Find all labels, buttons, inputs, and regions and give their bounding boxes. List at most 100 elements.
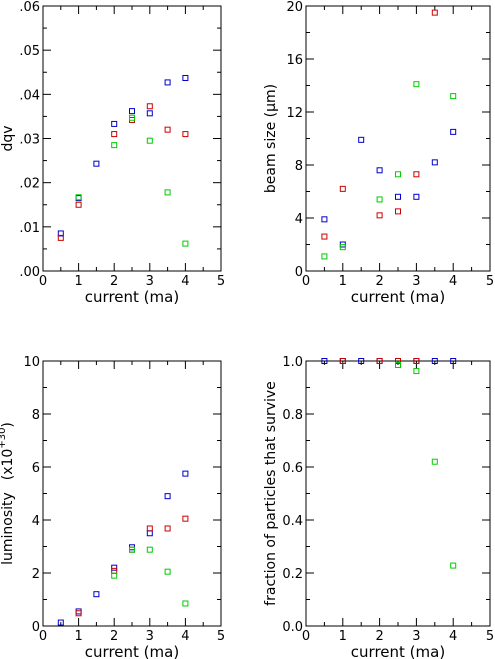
y-tick-label: 10 [23, 355, 40, 370]
x-axis-label: current (ma) [85, 643, 179, 659]
data-point-blue [111, 120, 118, 127]
data-point-blue [182, 470, 189, 477]
y-axis-label: fraction of particles that survive [263, 381, 279, 606]
y-tick-label: .03 [19, 133, 40, 148]
data-point-green [111, 142, 118, 149]
x-tick-label: 1 [74, 629, 82, 644]
data-point-red [111, 131, 118, 138]
data-point-red [395, 208, 401, 215]
x-tick-label: 2 [110, 629, 118, 644]
data-point-blue [413, 193, 420, 200]
x-tick-label: 5 [217, 274, 225, 289]
data-point-green [339, 244, 346, 251]
data-point-red [75, 610, 82, 617]
data-point-blue [431, 159, 438, 166]
data-point-green [376, 196, 383, 203]
data-point-green [164, 189, 171, 196]
x-tick-label: 4 [449, 629, 457, 644]
x-tick-label: 5 [486, 629, 494, 644]
x-axis-label: current (ma) [85, 288, 179, 306]
x-tick-label: 4 [181, 629, 189, 644]
data-point-green [182, 600, 189, 607]
data-point-blue [93, 160, 100, 167]
data-point-blue [321, 216, 328, 223]
x-tick-label: 4 [449, 274, 457, 289]
y-tick-label: .06 [19, 0, 40, 15]
y-tick-label: .04 [19, 88, 40, 103]
x-tick-label: 2 [375, 629, 383, 644]
data-point-blue [57, 230, 64, 237]
data-point-red [413, 171, 420, 178]
x-tick-label: 4 [181, 274, 189, 289]
x-tick-label: 2 [375, 274, 383, 289]
data-point-blue [358, 136, 365, 143]
plot-frame [42, 5, 222, 272]
y-tick-label: 8 [295, 159, 303, 174]
x-tick-label: 0 [39, 274, 47, 289]
y-tick-label: 0.0 [282, 620, 303, 635]
data-point-green [164, 568, 171, 575]
data-point-blue [164, 493, 171, 500]
x-tick-label: 3 [412, 629, 420, 644]
y-axis-label: beam size (μm) [263, 84, 279, 193]
x-tick-label: 2 [110, 274, 118, 289]
y-axis-label: dqv [0, 125, 16, 151]
data-point-green [129, 114, 135, 121]
x-tick-label: 3 [412, 274, 420, 289]
data-point-blue [450, 358, 457, 364]
x-tick-label: 1 [74, 274, 82, 289]
data-point-green [129, 546, 135, 553]
y-tick-label: 1.0 [282, 355, 303, 370]
y-tick-label: 16 [286, 53, 303, 68]
data-point-red [395, 358, 401, 364]
y-tick-label: 0.8 [282, 408, 303, 423]
y-tick-label: .01 [19, 221, 40, 236]
data-point-red [75, 201, 82, 208]
y-tick-label: 12 [286, 106, 303, 121]
data-point-blue [164, 79, 171, 86]
data-point-red [146, 525, 153, 532]
data-point-red [164, 525, 171, 532]
data-point-blue [129, 108, 135, 115]
x-tick-label: 3 [146, 629, 154, 644]
data-point-blue [111, 564, 118, 571]
data-point-blue [395, 193, 401, 200]
data-point-green [182, 240, 189, 247]
y-tick-label: .00 [19, 265, 40, 280]
data-point-blue [358, 358, 365, 364]
data-point-green [321, 253, 328, 260]
data-point-blue [376, 167, 383, 174]
data-point-red [182, 515, 189, 522]
x-tick-label: 1 [339, 274, 347, 289]
panel-dqv: 0 1 2 3 4 5 .00 .01 .02 .03 .04 .05 .06 current (ma) d… [0, 0, 225, 306]
data-point-green [431, 458, 438, 465]
plot-frame [42, 360, 222, 627]
y-tick-label: 4 [32, 514, 40, 529]
data-point-blue [146, 530, 153, 537]
y-tick-label: 0.4 [282, 514, 303, 529]
data-point-red [376, 358, 383, 364]
x-tick-label: 0 [302, 629, 310, 644]
y-tick-label: 6 [32, 461, 40, 476]
plot-frame [305, 360, 491, 627]
y-tick-label: 0.2 [282, 567, 303, 582]
x-axis-label: current (ma) [351, 643, 445, 659]
data-point-green [111, 572, 118, 579]
data-point-red [182, 131, 189, 138]
y-tick-label: 0.6 [282, 461, 303, 476]
y-tick-label: 20 [286, 0, 303, 15]
x-tick-label: 5 [217, 629, 225, 644]
x-tick-label: 0 [39, 629, 47, 644]
data-point-blue [146, 110, 153, 117]
data-point-blue [321, 358, 328, 364]
data-point-green [395, 361, 401, 368]
panel-survival-fraction: 0 1 2 3 4 5 0.0 0.2 0.4 0.6 0.8 1.0 current (ma) frac… [263, 355, 494, 659]
y-tick-label: .05 [19, 44, 40, 59]
x-tick-label: 3 [146, 274, 154, 289]
data-point-red [431, 9, 438, 16]
data-point-green [450, 562, 457, 569]
data-point-red [321, 233, 328, 240]
data-point-red [146, 103, 153, 110]
data-point-blue [450, 128, 457, 135]
